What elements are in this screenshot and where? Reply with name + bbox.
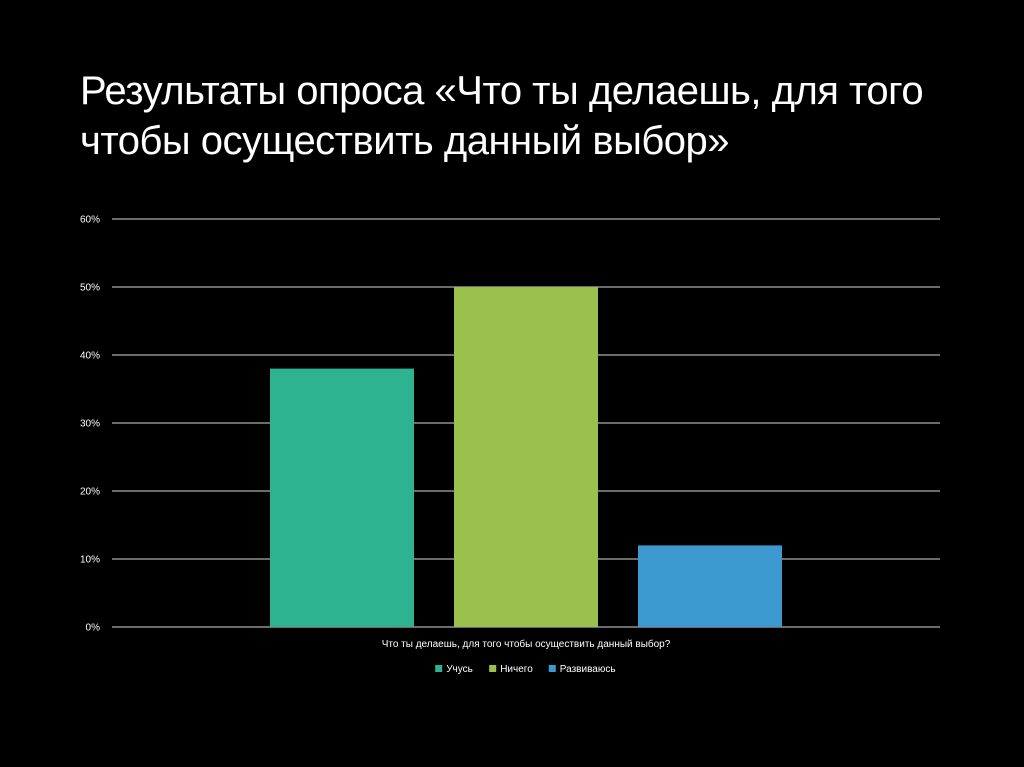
- legend-swatch-3: [548, 665, 556, 672]
- legend-label-3: Развиваюсь: [560, 664, 616, 675]
- bar-3: [638, 545, 782, 627]
- slide-title: Результаты опроса «Что ты делаешь, для т…: [80, 69, 924, 163]
- x-axis: Что ты делаешь, для того чтобы осуществи…: [382, 638, 671, 650]
- y-tick-label: 0%: [86, 623, 101, 634]
- legend-swatch-1: [435, 665, 443, 672]
- legend-swatch-2: [489, 665, 497, 672]
- legend-label-1: Учусь: [446, 664, 473, 675]
- bar-2: [454, 287, 598, 627]
- x-category-label: Что ты делаешь, для того чтобы осуществи…: [382, 638, 671, 650]
- y-axis-tick-labels: 0% 10% 20% 30% 40% 50% 60%: [80, 215, 100, 634]
- legend-label-2: Ничего: [500, 664, 533, 675]
- y-tick-label: 50%: [80, 283, 100, 294]
- y-tick-label: 20%: [80, 487, 100, 498]
- y-tick-label: 10%: [80, 555, 100, 566]
- y-tick-label: 30%: [80, 419, 100, 430]
- y-tick-label: 40%: [80, 351, 100, 362]
- bar-1: [270, 368, 414, 627]
- y-tick-label: 60%: [80, 215, 100, 226]
- bars: [270, 287, 782, 627]
- legend: Учусь Ничего Развиваюсь: [435, 664, 616, 675]
